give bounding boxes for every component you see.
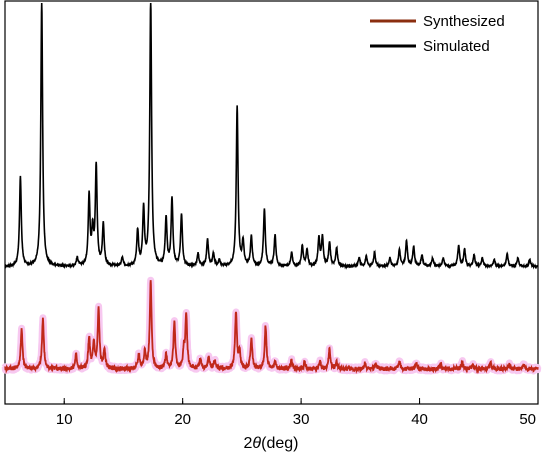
x-tick-label: 10 — [56, 411, 73, 428]
legend-label-synthesized: Synthesized — [423, 13, 505, 30]
x-tick-label: 30 — [293, 411, 310, 428]
series-line-simulated — [4, 2, 539, 270]
x-axis-ticks: 10 20 30 40 50 — [56, 398, 539, 428]
x-axis-title-suffix: (deg) — [261, 435, 298, 452]
x-axis-title-prefix: 2 — [244, 435, 253, 452]
plot-area — [1, 2, 542, 375]
x-tick-label: 40 — [411, 411, 428, 428]
series-halo-synthesized — [1, 276, 542, 375]
x-axis-title: 2θ(deg) — [244, 435, 299, 452]
series-line-synthesized — [4, 280, 539, 375]
legend-label-simulated: Simulated — [423, 38, 490, 55]
plot-frame — [4, 0, 539, 405]
x-axis-title-var: θ — [252, 435, 261, 452]
x-tick-label: 50 — [519, 411, 536, 428]
legend: Synthesized Simulated — [370, 13, 505, 55]
x-tick-label: 20 — [174, 411, 191, 428]
